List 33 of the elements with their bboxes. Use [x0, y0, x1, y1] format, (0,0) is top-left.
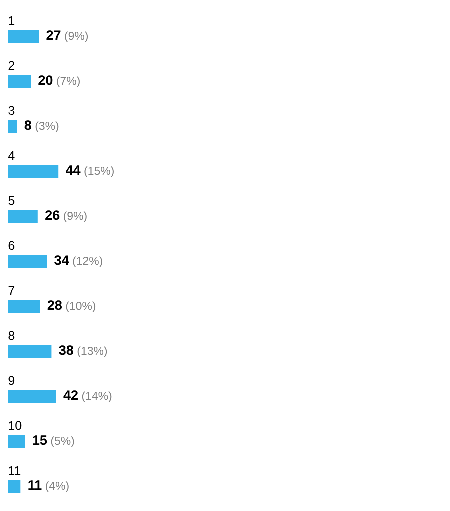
data-label: 26 (9%) — [46, 210, 87, 222]
data-label: 38 (13%) — [59, 346, 108, 358]
data-label: 34 (12%) — [54, 256, 102, 268]
data-label: 8 (3%) — [24, 120, 59, 132]
bar — [8, 480, 21, 494]
y-tick-label: 5 — [8, 196, 15, 206]
y-tick-label: 6 — [8, 241, 15, 250]
y-tick-label: 7 — [8, 286, 15, 296]
bar — [8, 300, 40, 314]
y-tick-label: 10 — [9, 421, 22, 430]
bar — [8, 210, 38, 224]
y-tick-label: 8 — [8, 331, 15, 340]
data-label: 42 (14%) — [64, 390, 112, 402]
data-label: 27 (9%) — [46, 30, 88, 42]
y-tick-label: 3 — [8, 106, 15, 116]
y-tick-label: 4 — [8, 151, 15, 160]
bar — [8, 255, 48, 268]
bar — [8, 120, 18, 133]
bar — [8, 165, 59, 178]
data-label: 28 (10%) — [48, 300, 96, 312]
y-tick-label: 2 — [8, 61, 15, 70]
y-tick-label: 1 — [9, 16, 15, 25]
bar — [8, 75, 31, 88]
bar — [8, 345, 52, 358]
bar — [8, 30, 40, 43]
bar — [8, 390, 56, 404]
y-tick-label: 11 — [9, 466, 21, 476]
data-label: 20 (7%) — [38, 76, 80, 88]
bar — [8, 435, 26, 448]
data-label: 44 (15%) — [66, 166, 114, 178]
data-label: 15 (5%) — [33, 436, 74, 448]
data-label: 11 (4%) — [28, 480, 69, 492]
y-tick-label: 9 — [8, 376, 15, 386]
